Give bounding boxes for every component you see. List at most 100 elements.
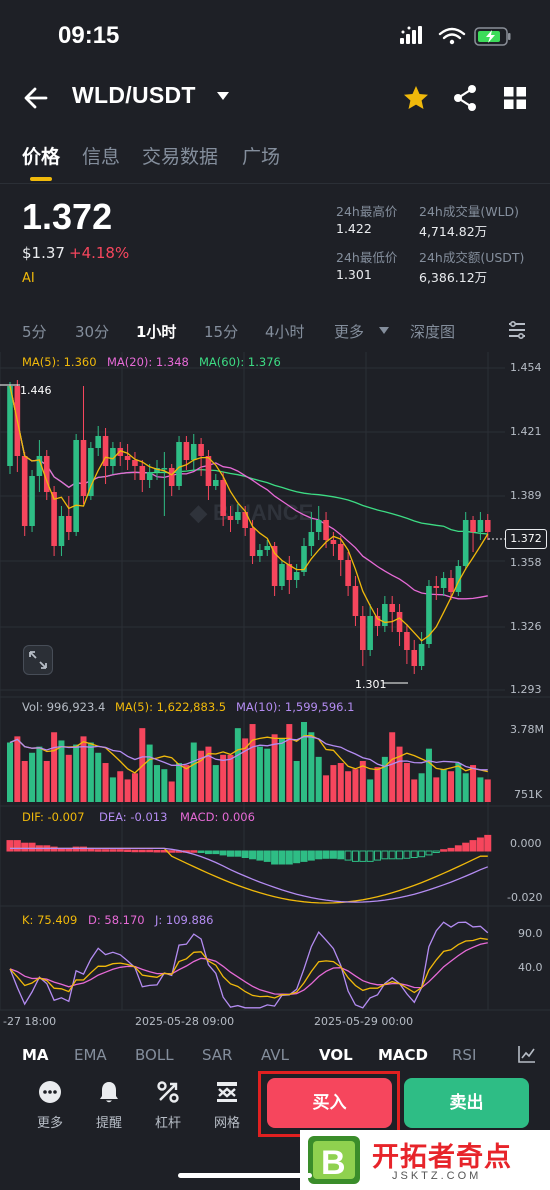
volume-bar: [234, 728, 241, 802]
dif-line: [10, 847, 488, 904]
interval-15m[interactable]: 15分: [204, 323, 239, 341]
indicator-boll[interactable]: BOLL: [135, 1046, 174, 1064]
ma5-legend: MA(5): 1.360: [22, 355, 97, 369]
volume-bar: [418, 773, 425, 802]
more-button[interactable]: 更多: [26, 1080, 74, 1131]
leverage-button[interactable]: 杠杆: [144, 1080, 192, 1131]
candle-body: [21, 456, 28, 526]
volume-bar: [374, 767, 381, 802]
battery-icon: [474, 27, 511, 46]
volume-label: 24h成交量(WLD): [419, 204, 520, 219]
high-label: 24h最高价: [336, 204, 398, 219]
low-label: 24h最低价: [336, 250, 398, 265]
candle-body: [183, 442, 190, 460]
interval-1h[interactable]: 1小时: [136, 323, 177, 341]
indicator-ema[interactable]: EMA: [74, 1046, 107, 1064]
volume-bar: [176, 763, 183, 802]
back-arrow-icon[interactable]: [22, 84, 50, 112]
volume-bar: [433, 777, 440, 802]
buy-button[interactable]: 买入: [267, 1078, 392, 1128]
candle-body: [161, 468, 168, 470]
j-legend: J: 109.886: [155, 913, 214, 927]
candle-body: [190, 444, 197, 460]
candle-body: [426, 586, 432, 644]
tab-info[interactable]: 信息: [82, 146, 121, 168]
interval-depth[interactable]: 深度图: [410, 323, 456, 341]
volume-bar: [455, 763, 462, 802]
amount-label: 24h成交额(USDT): [419, 250, 525, 265]
macd-bar: [227, 850, 234, 857]
chart-settings-icon[interactable]: [507, 321, 527, 339]
sell-button[interactable]: 卖出: [404, 1078, 529, 1128]
macd-bar: [204, 850, 212, 855]
vol-ma10-legend: MA(10): 1,599,596.1: [236, 700, 355, 714]
macd-bar: [146, 849, 154, 853]
volume-bar: [301, 722, 307, 802]
category-tag[interactable]: AI: [22, 271, 35, 286]
tab-trading-data[interactable]: 交易数据: [142, 146, 219, 168]
pair-dropdown-icon[interactable]: [216, 91, 230, 101]
volume-bar: [205, 746, 212, 802]
kline-chart[interactable]: ◆ BINANCE: [0, 348, 550, 1038]
tab-square[interactable]: 广场: [242, 146, 281, 168]
pair-title[interactable]: WLD/USDT: [72, 82, 196, 108]
indicator-avl[interactable]: AVL: [261, 1046, 289, 1064]
share-icon[interactable]: [452, 84, 478, 112]
candle-body: [205, 456, 212, 486]
indicator-settings-icon[interactable]: [518, 1045, 536, 1063]
interval-more[interactable]: 更多: [334, 323, 365, 341]
k-line: [9, 937, 488, 999]
candle-body: [411, 650, 418, 666]
price-tick: 1.454: [510, 361, 542, 374]
svg-text:B: B: [321, 1144, 346, 1182]
signal-icon: [400, 26, 422, 44]
current-price-label: 1.372: [505, 529, 547, 549]
favorite-star-icon[interactable]: [402, 84, 430, 112]
candle-body: [301, 546, 307, 572]
indicator-ma[interactable]: MA: [22, 1046, 49, 1064]
interval-30m[interactable]: 30分: [75, 323, 110, 341]
more-dropdown-icon[interactable]: [379, 327, 389, 334]
interval-5m[interactable]: 5分: [22, 323, 47, 341]
macd-histogram: [6, 834, 492, 865]
volume-bar: [477, 777, 484, 802]
indicator-sar[interactable]: SAR: [202, 1046, 233, 1064]
grid-label: 网格: [213, 1116, 240, 1131]
indicator-rsi[interactable]: RSI: [452, 1046, 477, 1064]
candle-body: [102, 436, 109, 466]
macd-bar: [190, 850, 198, 853]
fullscreen-button[interactable]: [23, 645, 53, 675]
volume-legend: Vol: 996,923.4: [22, 700, 106, 714]
macd-bar: [234, 850, 242, 857]
volume-bar: [264, 748, 271, 802]
volume-bar: [484, 779, 491, 802]
indicator-vol[interactable]: VOL: [319, 1046, 353, 1064]
macd-bar: [381, 850, 389, 860]
macd-bar: [271, 850, 279, 865]
indicator-macd[interactable]: MACD: [378, 1046, 428, 1064]
alert-button[interactable]: 提醒: [85, 1080, 133, 1131]
macd-tick: -0.020: [507, 891, 543, 904]
volume-bar: [352, 769, 359, 802]
volume-bar: [95, 752, 102, 802]
macd-bar: [388, 850, 396, 860]
active-tab-indicator: [30, 177, 52, 181]
percent-icon: [157, 1081, 179, 1103]
candle-body: [374, 616, 381, 626]
candle-body: [242, 512, 248, 528]
k-legend: K: 75.409: [22, 913, 78, 927]
grid-menu-icon[interactable]: [503, 86, 527, 110]
candle-body: [308, 532, 315, 546]
macd-bar: [329, 850, 337, 859]
grid-button[interactable]: 网格: [203, 1080, 251, 1131]
watermark-title: 开拓者奇点: [372, 1142, 512, 1173]
volume-bar: [73, 744, 80, 802]
macd-bar: [116, 849, 124, 852]
interval-4h[interactable]: 4小时: [265, 323, 305, 341]
high-value: 1.422: [336, 221, 372, 236]
macd-bar: [28, 842, 36, 852]
more-label: 更多: [36, 1116, 63, 1131]
macd-bar: [440, 849, 448, 852]
candle-body: [7, 386, 13, 466]
tab-price[interactable]: 价格: [22, 146, 61, 168]
